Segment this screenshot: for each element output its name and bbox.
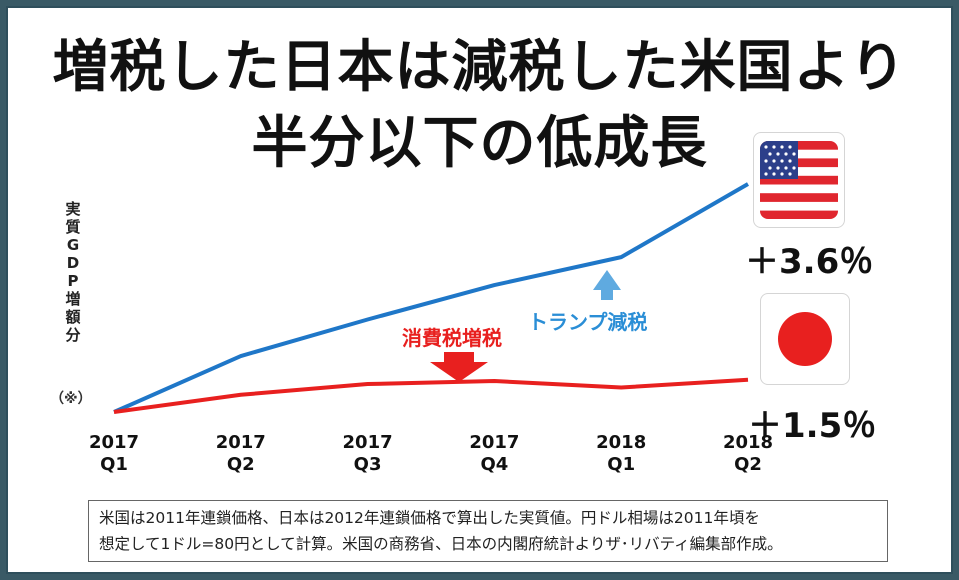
line-chart: [113, 182, 749, 414]
chart-frame: 増税した日本は減税した米国より 半分以下の低成長 実質GDP増額分 （※） 20…: [6, 6, 953, 574]
x-tick-label: 2017 Q4: [469, 432, 520, 475]
footnote-box: 米国は2011年連鎖価格、日本は2012年連鎖価格で算出した実質値。円ドル相場は…: [88, 500, 888, 562]
x-tick-label: 2017 Q1: [88, 432, 140, 475]
us-series-line: [113, 182, 749, 414]
japan-flag-box: [760, 293, 850, 385]
us-flag-icon: [760, 141, 838, 219]
japan-flag-icon: [778, 312, 832, 366]
japan-series-line: [113, 377, 749, 414]
y-axis-note-mark: （※）: [50, 391, 92, 407]
footnote-line1: 米国は2011年連鎖価格、日本は2012年連鎖価格で算出した実質値。円ドル相場は…: [99, 509, 760, 527]
us-flag-box: [753, 132, 845, 228]
x-tick-label: 2017 Q2: [215, 432, 266, 475]
tax-increase-label: 消費税増税: [402, 326, 502, 350]
chart-title-line2: 半分以下の低成長: [251, 111, 708, 176]
x-tick-label: 2017 Q3: [342, 432, 393, 475]
us-end-value: ＋3.6％: [745, 242, 874, 282]
japan-end-value: ＋1.5％: [748, 406, 877, 446]
x-tick-label: 2018 Q1: [596, 432, 647, 475]
footnote-line2: 想定して1ドル=80円として計算。米国の商務省、日本の内閣府統計よりザ･リバティ…: [99, 535, 783, 553]
tax-cut-arrow-icon: [593, 270, 621, 300]
y-axis-label: 実質GDP増額分: [65, 200, 81, 344]
tax-cut-label: トランプ減税: [528, 310, 648, 334]
tax-increase-arrow-icon: [430, 352, 488, 382]
chart-title-line1: 増税した日本は減税した米国より: [52, 35, 907, 100]
x-tick-label: 2018 Q2: [722, 432, 774, 475]
